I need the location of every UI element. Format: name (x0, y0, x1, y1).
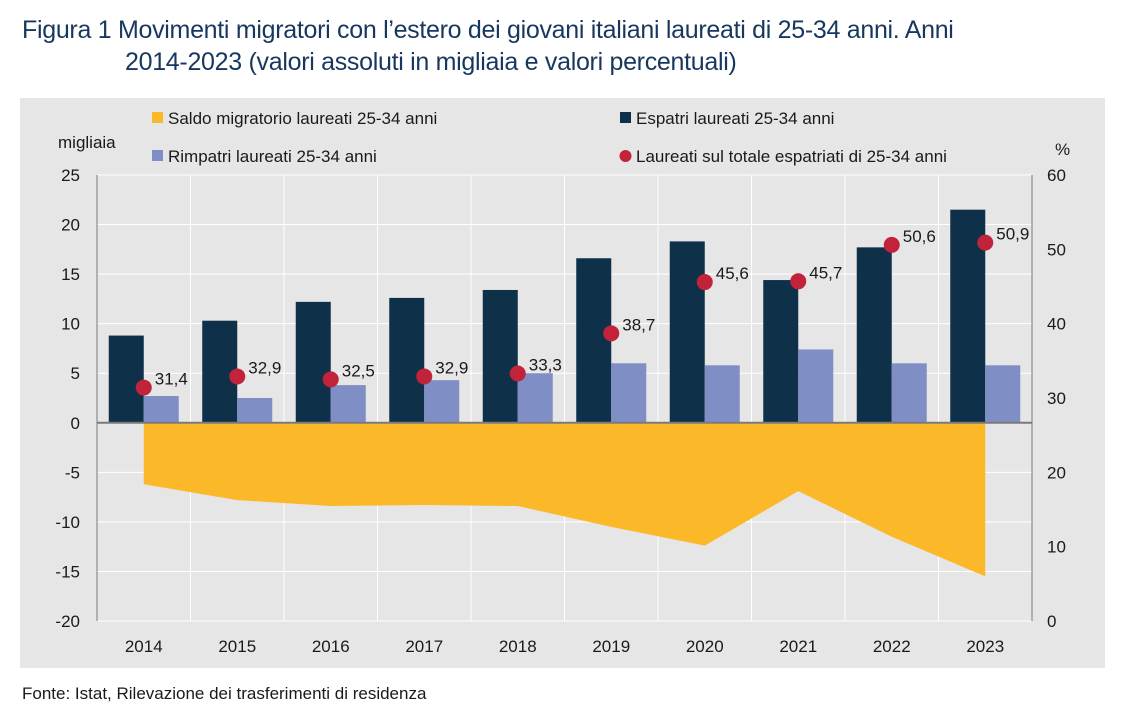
left-tick-label: 0 (71, 414, 80, 433)
rimpatri-bar (517, 373, 553, 423)
legend-label: Espatri laureati 25-34 anni (636, 109, 834, 128)
legend-marker (619, 150, 632, 162)
data-label: 50,9 (996, 225, 1029, 244)
data-label: 32,9 (248, 358, 281, 377)
data-label: 45,7 (809, 263, 842, 282)
x-tick-label: 2021 (779, 637, 817, 656)
left-axis-unit: migliaia (58, 133, 116, 152)
espatri-bar (108, 335, 144, 423)
rimpatri-bar (798, 349, 834, 423)
x-tick-label: 2015 (218, 637, 256, 656)
chart-title-text: Movimenti migratori con l’estero dei gio… (117, 16, 954, 44)
data-label: 32,9 (435, 358, 468, 377)
right-tick-label: 10 (1047, 538, 1066, 557)
data-label: 45,6 (716, 264, 749, 283)
rimpatri-bar (611, 363, 647, 423)
left-tick-label: 15 (61, 265, 80, 284)
left-tick-label: -10 (55, 513, 80, 532)
right-tick-label: 40 (1047, 315, 1066, 334)
espatri-bar (295, 301, 331, 423)
rimpatri-bar (704, 365, 740, 423)
right-tick-label: 50 (1047, 240, 1066, 259)
right-tick-label: 60 (1047, 166, 1066, 185)
left-tick-label: 5 (71, 364, 80, 383)
espatri-bar (763, 280, 799, 423)
data-label: 33,3 (529, 355, 562, 374)
laureati-pct-marker (790, 273, 807, 290)
rimpatri-bar (424, 380, 460, 423)
x-tick-label: 2016 (312, 637, 350, 656)
right-tick-label: 30 (1047, 389, 1066, 408)
legend-swatch (620, 112, 631, 123)
rimpatri-bar (143, 396, 179, 423)
rimpatri-bar (985, 365, 1021, 423)
x-tick-label: 2014 (125, 637, 163, 656)
laureati-pct-marker (977, 234, 994, 251)
left-tick-label: 10 (61, 315, 80, 334)
data-label: 38,7 (622, 315, 655, 334)
laureati-pct-marker (883, 236, 900, 253)
rimpatri-bar (330, 385, 366, 423)
right-tick-label: 20 (1047, 463, 1066, 482)
chart-subtitle: (valori assoluti in migliaia e valori pe… (248, 48, 737, 76)
x-tick-label: 2023 (966, 637, 1004, 656)
rimpatri-bar (237, 398, 273, 423)
x-tick-label: 2020 (686, 637, 724, 656)
espatri-bar (576, 258, 612, 423)
chart-title-line1: Figura 1 Movimenti migratori con l’ester… (22, 16, 954, 45)
laureati-pct-marker (603, 325, 620, 342)
chart-years: 2014-2023 (125, 48, 242, 76)
source-note: Fonte: Istat, Rilevazione dei trasferime… (22, 684, 427, 703)
x-tick-label: 2019 (592, 637, 630, 656)
data-label: 50,6 (903, 227, 936, 246)
rimpatri-bar (891, 363, 927, 423)
espatri-bar (669, 241, 705, 423)
legend-label: Laureati sul totale espatriati di 25-34 … (636, 147, 947, 166)
right-axis-unit: % (1055, 140, 1070, 159)
espatri-bar (482, 289, 518, 423)
x-tick-label: 2022 (873, 637, 911, 656)
left-tick-label: 20 (61, 216, 80, 235)
laureati-pct-marker (135, 379, 152, 396)
x-tick-label: 2018 (499, 637, 537, 656)
left-tick-label: -5 (65, 463, 80, 482)
left-tick-label: -15 (55, 562, 80, 581)
figure-number: Figura 1 (22, 16, 112, 44)
x-tick-label: 2017 (405, 637, 443, 656)
legend-swatch (152, 150, 163, 161)
espatri-bar (389, 297, 425, 423)
right-tick-label: 0 (1047, 612, 1056, 631)
data-label: 32,5 (342, 361, 375, 380)
data-label: 31,4 (155, 370, 188, 389)
laureati-pct-marker (509, 365, 526, 382)
laureati-pct-marker (696, 274, 713, 291)
left-tick-label: 25 (61, 166, 80, 185)
legend-swatch (152, 112, 163, 123)
laureati-pct-marker (322, 371, 339, 388)
chart-title-line2: 2014-2023 (valori assoluti in migliaia e… (125, 48, 737, 77)
left-tick-label: -20 (55, 612, 80, 631)
espatri-bar (856, 247, 892, 423)
laureati-pct-marker (416, 368, 433, 385)
legend-label: Saldo migratorio laureati 25-34 anni (168, 109, 437, 128)
saldo-area (143, 422, 986, 577)
laureati-pct-marker (229, 368, 246, 385)
legend-label: Rimpatri laureati 25-34 anni (168, 147, 377, 166)
